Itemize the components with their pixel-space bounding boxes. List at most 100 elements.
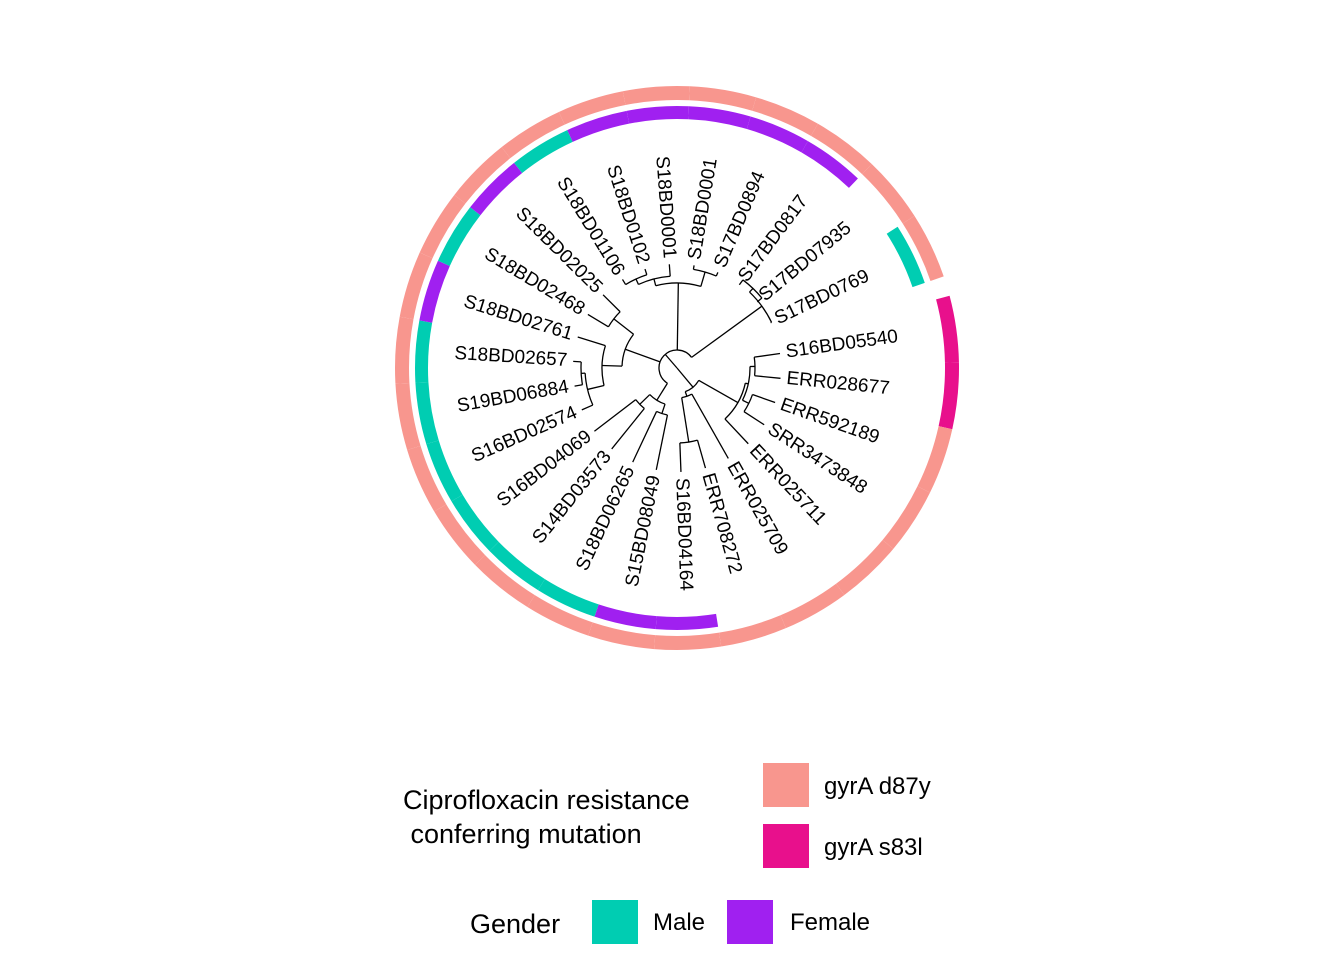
tree-branch [577,336,606,347]
tree-branch [635,278,640,285]
mutation-ring-segment [475,555,535,608]
gender-ring-segment [538,579,599,617]
mutation-ring-segment [780,583,845,629]
mutation-ring-segment [419,194,466,259]
mutation-ring-segment [936,295,959,363]
gender-legend-key-male [592,900,638,944]
gender-ring-segment [655,613,719,630]
mutation-ring-segment [938,362,959,430]
tip-label: S18BD0001 [651,155,680,259]
tree-branch [691,393,729,459]
gender-ring-segment [451,494,499,551]
tree-branch [587,313,609,328]
gender-ring-segment [567,110,630,142]
tree-branch-arc [685,380,700,393]
tree-branch [676,282,679,351]
tree-branch [692,265,695,270]
mutation-legend-label-s83l: gyrA s83l [824,834,923,861]
mutation-ring-segment [588,622,656,650]
tree-branch [738,279,744,286]
mutation-legend-label-d87y: gyrA d87y [824,773,931,800]
mutation-ring-segment [395,383,421,450]
mutation-ring-segment [399,252,433,320]
gender-ring-segment [886,226,925,288]
tree-branch-arc [621,333,635,367]
gender-ring-segment [414,320,433,383]
tip-label: S18BD02657 [454,343,568,371]
gender-ring-segment [746,116,808,153]
mutation-ring-segment [434,504,486,565]
mutation-ring-segment [810,123,872,175]
tree-branch [574,384,583,387]
tree-branch-arc [601,345,607,386]
mutation-ring-segment [654,632,722,651]
tip-label: ERR028677 [785,368,890,399]
mutation-ring-segment [836,539,894,595]
tree-branch [676,367,694,388]
mutation-ring-segment [752,97,818,136]
tree-branch-arc [753,357,756,376]
gender-ring-segment [470,162,523,216]
mutation-ring-segment [719,615,786,647]
tree-branch-arc [693,268,717,277]
tree-branch [655,414,669,471]
mutation-ring-segment [454,147,511,204]
tree-branches [573,264,781,472]
gender-ring-segment [426,440,463,502]
tree-branch [754,352,781,358]
tree-branch [679,442,682,472]
tree-branch [715,272,719,277]
tree-branch [602,364,623,367]
tree-branch [664,353,678,369]
tree-branch-arc [749,291,773,323]
gender-legend-title: Gender [470,909,561,939]
gender-ring-segment [626,105,689,124]
tree-branch [621,279,627,285]
tree-branch [602,294,621,313]
gender-ring-segment [688,106,751,129]
mutation-ring-segment [862,164,915,224]
tree-branch [656,382,669,401]
mutation-ring-segment [558,91,626,125]
tree-branch [724,418,749,445]
mutation-ring-segment [501,111,565,159]
tree-branch [587,384,605,391]
tree-branch [700,271,706,287]
tip-label: S16BD04164 [671,478,696,592]
mutation-ring-segment [407,445,447,512]
gender-ring-segment [801,141,858,188]
tip-labels: S16BD05540ERR028677ERR592189SRR3473848ER… [454,155,900,591]
tree-branch-arc [655,282,702,288]
tree-branch [581,404,594,411]
tree-branch [613,318,634,335]
mutation-ring-segment [394,316,414,384]
tree-branch-arc [584,373,594,406]
tree-branch [749,287,754,293]
mutation-legend-key-s83l [763,824,809,868]
mutation-ring-segment [917,426,953,493]
tree-branch [594,399,637,432]
gender-legend-key-female [727,900,773,944]
tree-branch [742,399,750,404]
tree-branch-arc [649,394,666,405]
tip-label: S16BD05540 [784,326,899,363]
mutation-legend-title: Ciprofloxacin resistance conferring muta… [403,785,690,849]
mutation-ring-segment [882,486,930,549]
tree-branch-arc [741,366,751,401]
tree-branch [698,379,739,404]
tree-branch [644,268,648,275]
tree-branch [632,411,658,463]
gender-legend-label-male: Male [653,909,706,936]
mutation-legend-key-d87y [763,763,809,807]
tree-branch-arc [743,394,754,413]
tree-branch-arc [658,349,693,384]
tree-branch [691,305,763,358]
mutation-ring-segment [622,85,690,105]
tree-branch [681,397,690,443]
mutation-ring-segment [527,595,593,636]
tip-label: S18BD0001 [684,157,722,262]
tree-branch [653,278,657,286]
gender-ring-segment [415,381,439,445]
gender-ring-segment [514,130,573,174]
